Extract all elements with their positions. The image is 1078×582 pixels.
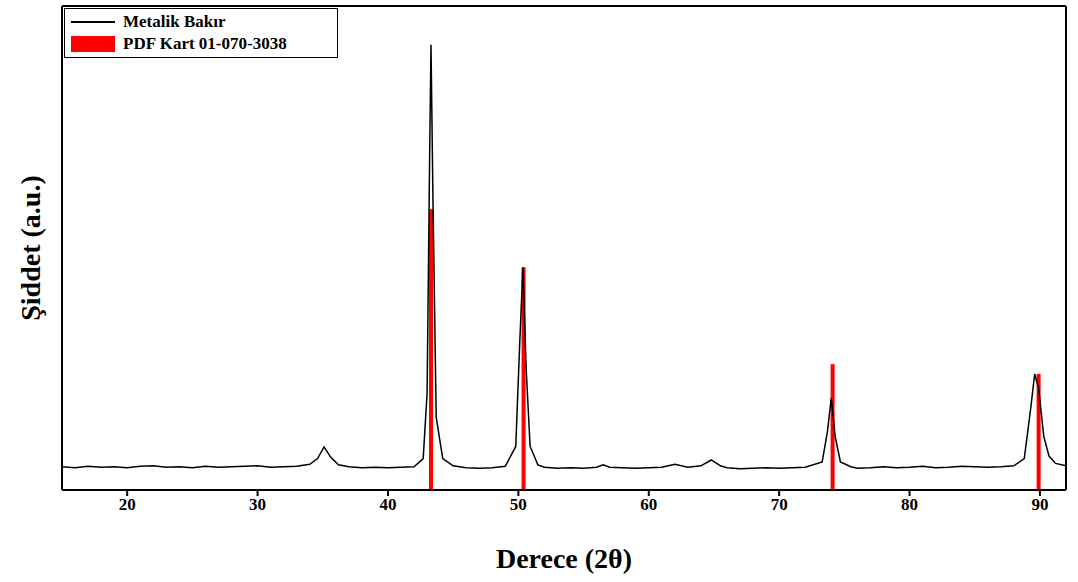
html-text:PDF Kart 01-070-3038: PDF Kart 01-070-3038 bbox=[123, 34, 287, 53]
svg-text:60: 60 bbox=[640, 495, 657, 514]
svg-text:30: 30 bbox=[249, 495, 266, 514]
svg-text:70: 70 bbox=[771, 495, 788, 514]
svg-text:80: 80 bbox=[901, 495, 918, 514]
svg-text:Derece (2θ): Derece (2θ) bbox=[496, 543, 632, 574]
svg-text:Şiddet (a.u.): Şiddet (a.u.) bbox=[15, 175, 46, 320]
svg-text:20: 20 bbox=[119, 495, 136, 514]
svg-text:50: 50 bbox=[510, 495, 527, 514]
html-text:Metalik Bakır: Metalik Bakır bbox=[123, 12, 226, 31]
svg-text:40: 40 bbox=[379, 495, 396, 514]
svg-text:90: 90 bbox=[1031, 495, 1048, 514]
